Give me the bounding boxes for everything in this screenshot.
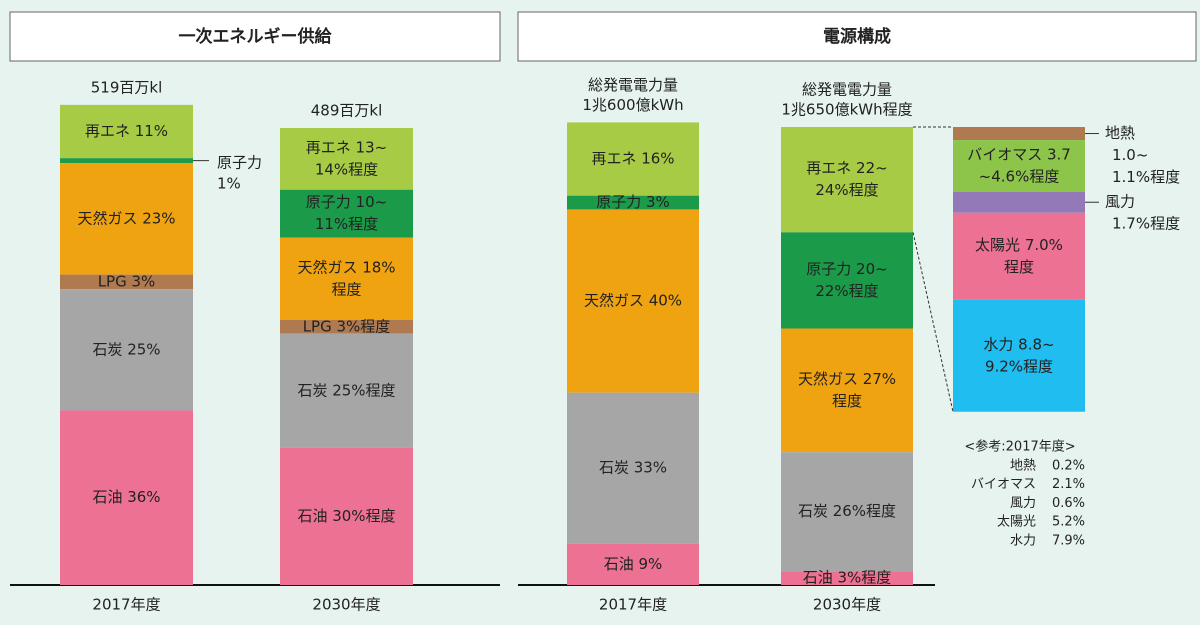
panel-header — [9, 11, 501, 62]
reference-name: 太陽光 — [997, 515, 1036, 530]
bar-segment — [567, 195, 699, 210]
segment-label: 太陽光 7.0% — [975, 236, 1063, 254]
segment-label: 11%程度 — [315, 215, 378, 233]
segment-label: 22%程度 — [815, 282, 878, 300]
reference-value: 0.2% — [1052, 459, 1085, 474]
bar-segment — [60, 158, 193, 164]
segment-label: 石油 30%程度 — [297, 507, 395, 525]
bar-segment — [781, 571, 913, 585]
segment-label: 1.0~ — [1112, 146, 1148, 164]
segment-label: 石油 36% — [92, 488, 160, 506]
breakdown-segment — [953, 212, 1085, 300]
bar-segment — [60, 410, 193, 585]
panel-title: 一次エネルギー供給 — [179, 26, 333, 47]
bar-segment — [567, 122, 699, 196]
segment-label: LPG 3%程度 — [303, 317, 391, 335]
segment-label: 9.2%程度 — [985, 357, 1053, 375]
segment-label: 石炭 33% — [599, 459, 667, 477]
reference-name: 風力 — [1010, 496, 1036, 511]
bar-segment — [567, 392, 699, 544]
x-tick-label: 2017年度 — [92, 596, 160, 614]
reference-value: 0.6% — [1052, 496, 1085, 511]
reference-name: 地熱 — [1010, 459, 1036, 474]
total-label: 519百万kl — [91, 78, 163, 96]
bar-segment — [781, 328, 913, 453]
bar-segment — [567, 209, 699, 393]
total-label: 1兆600億kWh — [582, 96, 683, 114]
reference-title: <参考:2017年度> — [964, 439, 1075, 455]
segment-label: 天然ガス 27% — [798, 370, 896, 388]
segment-label: 天然ガス 40% — [584, 292, 682, 310]
segment-label: 14%程度 — [315, 160, 378, 178]
breakdown-segment — [953, 127, 1085, 141]
total-label: 総発電電力量 — [802, 81, 892, 99]
segment-label: 石炭 25% — [92, 340, 160, 358]
segment-label: 1.7%程度 — [1112, 215, 1180, 233]
segment-label: 1% — [217, 175, 241, 193]
segment-label: LPG 3% — [98, 272, 156, 290]
segment-label: 原子力 3% — [596, 193, 670, 211]
segment-label: 再エネ 16% — [591, 150, 674, 168]
segment-label: 24%程度 — [815, 181, 878, 199]
segment-label: 石炭 25%程度 — [297, 381, 395, 399]
segment-label: 石油 3%程度 — [803, 569, 892, 587]
reference-name: 水力 — [1010, 533, 1036, 548]
reference-value: 7.9% — [1052, 533, 1085, 548]
reference-name: バイオマス — [971, 477, 1036, 492]
bar-segment — [60, 274, 193, 290]
segment-label: 再エネ 13~ — [306, 138, 387, 156]
segment-label: 原子力 10~ — [306, 193, 387, 211]
total-label: 489百万kl — [311, 102, 383, 120]
bar-segment — [781, 452, 913, 572]
segment-label: 再エネ 22~ — [806, 159, 887, 177]
segment-label: 地熱 — [1105, 124, 1135, 142]
reference-value: 5.2% — [1052, 515, 1085, 530]
segment-label: 程度 — [1004, 258, 1034, 276]
breakdown-segment — [953, 191, 1085, 213]
bar-segment — [60, 104, 193, 159]
segment-label: 1.1%程度 — [1112, 168, 1180, 186]
bar-segment — [280, 319, 413, 334]
segment-label: 程度 — [331, 280, 361, 298]
segment-label: 原子力 20~ — [806, 260, 887, 278]
bar-segment — [280, 189, 413, 238]
segment-label: 原子力 — [217, 154, 262, 172]
segment-label: バイオマス 3.7 — [967, 145, 1071, 163]
panel-header — [517, 11, 1197, 62]
segment-label: 再エネ 11% — [85, 122, 168, 140]
bar-segment — [60, 289, 193, 411]
x-tick-label: 2030年度 — [813, 596, 881, 614]
reference-value: 2.1% — [1052, 477, 1085, 492]
bar-segment — [280, 237, 413, 320]
segment-label: 風力 — [1105, 193, 1135, 211]
bar-segment — [280, 333, 413, 448]
segment-label: 天然ガス 18% — [297, 258, 395, 276]
x-tick-label: 2030年度 — [312, 596, 380, 614]
segment-label: 石炭 26%程度 — [798, 502, 896, 520]
bar-segment — [781, 232, 913, 329]
segment-label: 水力 8.8~ — [983, 335, 1054, 353]
segment-label: ~4.6%程度 — [979, 167, 1060, 185]
total-label: 総発電電力量 — [588, 76, 678, 94]
bar-segment — [781, 127, 913, 233]
breakdown-segment — [953, 299, 1085, 412]
bar-segment — [280, 128, 413, 190]
breakdown-segment — [953, 140, 1085, 192]
bar-segment — [567, 543, 699, 585]
x-tick-label: 2017年度 — [599, 596, 667, 614]
total-label: 1兆650億kWh程度 — [781, 101, 912, 119]
bar-segment — [60, 163, 193, 275]
panel-title: 電源構成 — [823, 26, 891, 47]
segment-label: 天然ガス 23% — [77, 209, 175, 227]
bar-segment — [280, 447, 413, 585]
connector — [912, 232, 954, 412]
segment-label: 程度 — [832, 392, 862, 410]
segment-label: 石油 9% — [604, 555, 663, 573]
